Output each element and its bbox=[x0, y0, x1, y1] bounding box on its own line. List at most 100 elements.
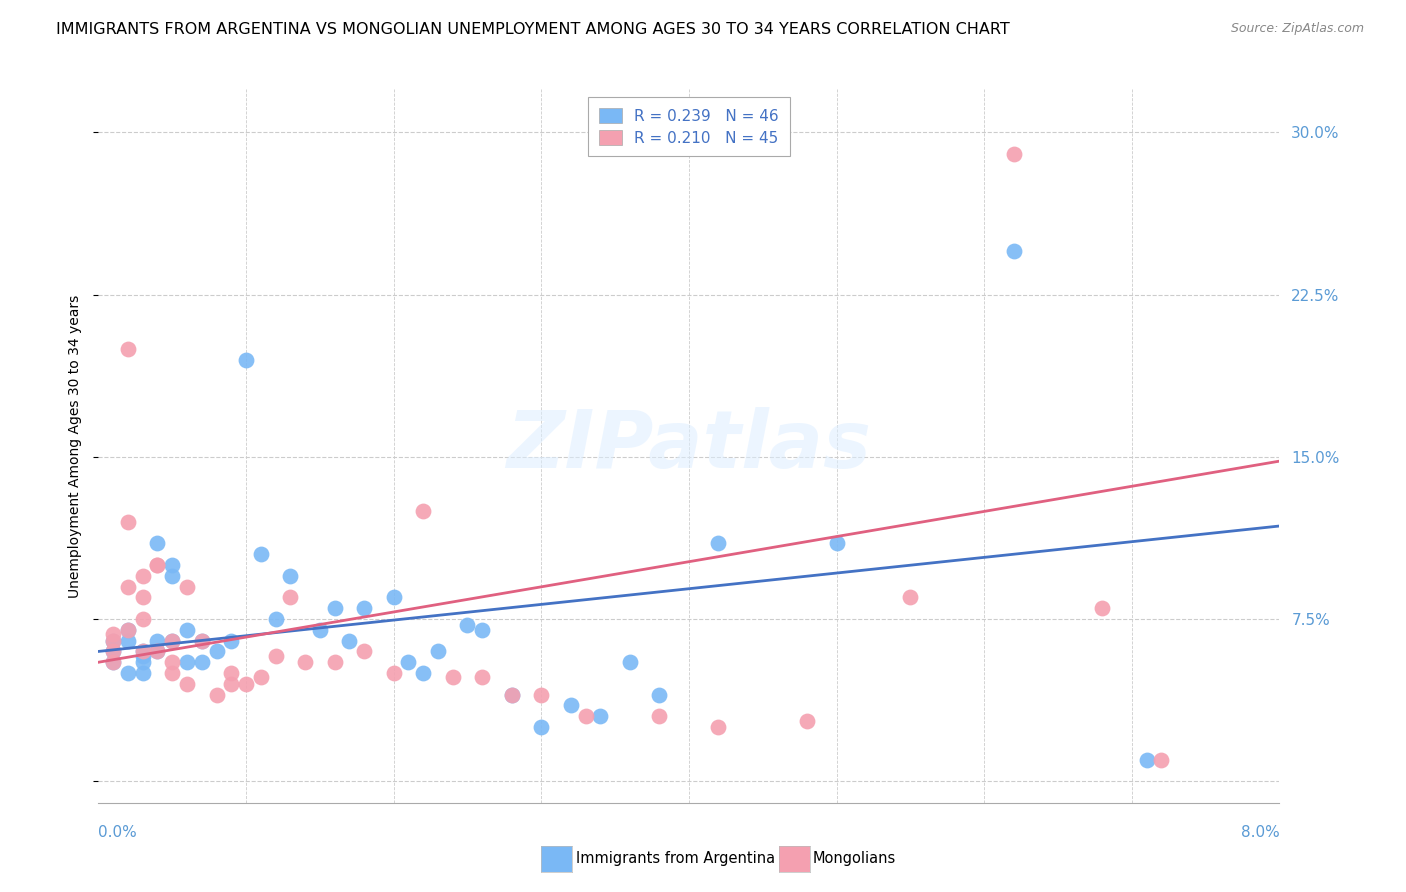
Point bbox=[146, 536, 169, 550]
Point bbox=[337, 633, 360, 648]
Point bbox=[162, 558, 183, 572]
Point bbox=[162, 655, 183, 669]
Point bbox=[103, 655, 124, 669]
Legend: R = 0.239   N = 46, R = 0.210   N = 45: R = 0.239 N = 46, R = 0.210 N = 45 bbox=[588, 97, 790, 156]
Point bbox=[648, 709, 671, 723]
Point bbox=[471, 670, 494, 684]
Point bbox=[323, 655, 346, 669]
Text: Mongolians: Mongolians bbox=[813, 852, 896, 866]
Point bbox=[278, 591, 301, 605]
Point bbox=[707, 720, 730, 734]
Point bbox=[426, 644, 449, 658]
Point bbox=[648, 688, 671, 702]
Point bbox=[560, 698, 582, 713]
Point bbox=[103, 644, 124, 658]
Point bbox=[574, 709, 596, 723]
Point bbox=[1150, 753, 1173, 767]
Text: Source: ZipAtlas.com: Source: ZipAtlas.com bbox=[1230, 22, 1364, 36]
Point bbox=[308, 623, 332, 637]
Point bbox=[132, 648, 155, 663]
Point bbox=[294, 655, 316, 669]
Point bbox=[1002, 147, 1025, 161]
Point bbox=[412, 504, 434, 518]
Point bbox=[132, 644, 155, 658]
Point bbox=[103, 655, 124, 669]
Point bbox=[589, 709, 612, 723]
Point bbox=[1135, 753, 1157, 767]
Point bbox=[132, 644, 155, 658]
Point bbox=[323, 601, 346, 615]
Point bbox=[146, 558, 169, 572]
Point bbox=[501, 688, 523, 702]
Point bbox=[219, 677, 242, 691]
Point bbox=[353, 601, 375, 615]
Text: 8.0%: 8.0% bbox=[1240, 825, 1279, 840]
Point bbox=[456, 618, 478, 632]
Point bbox=[825, 536, 848, 550]
Point bbox=[162, 568, 183, 582]
Point bbox=[619, 655, 641, 669]
Point bbox=[205, 688, 228, 702]
Point bbox=[117, 623, 139, 637]
Point bbox=[117, 580, 139, 594]
Point bbox=[162, 666, 183, 681]
Point bbox=[382, 591, 405, 605]
Text: Immigrants from Argentina: Immigrants from Argentina bbox=[576, 852, 776, 866]
Point bbox=[132, 655, 155, 669]
Point bbox=[250, 547, 273, 561]
Point bbox=[191, 633, 214, 648]
Point bbox=[235, 352, 257, 367]
Point bbox=[353, 644, 375, 658]
Text: ZIPatlas: ZIPatlas bbox=[506, 407, 872, 485]
Point bbox=[146, 644, 169, 658]
Point bbox=[1002, 244, 1025, 259]
Point bbox=[117, 342, 139, 356]
Point bbox=[117, 623, 139, 637]
Point bbox=[146, 644, 169, 658]
Point bbox=[117, 666, 139, 681]
Point bbox=[796, 714, 818, 728]
Point bbox=[530, 720, 553, 734]
Point bbox=[162, 633, 183, 648]
Point bbox=[176, 623, 198, 637]
Point bbox=[176, 677, 198, 691]
Point bbox=[132, 591, 155, 605]
Point bbox=[1091, 601, 1114, 615]
Point bbox=[103, 633, 124, 648]
Point bbox=[898, 591, 921, 605]
Point bbox=[396, 655, 419, 669]
Point bbox=[264, 648, 287, 663]
Point bbox=[471, 623, 494, 637]
Point bbox=[146, 633, 169, 648]
Point bbox=[117, 633, 139, 648]
Y-axis label: Unemployment Among Ages 30 to 34 years: Unemployment Among Ages 30 to 34 years bbox=[69, 294, 83, 598]
Point bbox=[278, 568, 301, 582]
Point bbox=[162, 633, 183, 648]
Point bbox=[132, 612, 155, 626]
Point bbox=[132, 568, 155, 582]
Point bbox=[103, 633, 124, 648]
Point bbox=[176, 580, 198, 594]
Point bbox=[530, 688, 553, 702]
Point bbox=[235, 677, 257, 691]
Point bbox=[132, 666, 155, 681]
Point bbox=[250, 670, 273, 684]
Point bbox=[191, 633, 214, 648]
Text: IMMIGRANTS FROM ARGENTINA VS MONGOLIAN UNEMPLOYMENT AMONG AGES 30 TO 34 YEARS CO: IMMIGRANTS FROM ARGENTINA VS MONGOLIAN U… bbox=[56, 22, 1010, 37]
Point bbox=[382, 666, 405, 681]
Point bbox=[146, 558, 169, 572]
Point bbox=[219, 633, 242, 648]
Point bbox=[176, 655, 198, 669]
Text: 0.0%: 0.0% bbox=[98, 825, 138, 840]
Point bbox=[501, 688, 523, 702]
Point bbox=[707, 536, 730, 550]
Point bbox=[219, 666, 242, 681]
Point bbox=[117, 515, 139, 529]
Point bbox=[103, 644, 124, 658]
Point bbox=[441, 670, 464, 684]
Point bbox=[412, 666, 434, 681]
Point bbox=[191, 655, 214, 669]
Point bbox=[103, 627, 124, 641]
Point bbox=[205, 644, 228, 658]
Point bbox=[264, 612, 287, 626]
